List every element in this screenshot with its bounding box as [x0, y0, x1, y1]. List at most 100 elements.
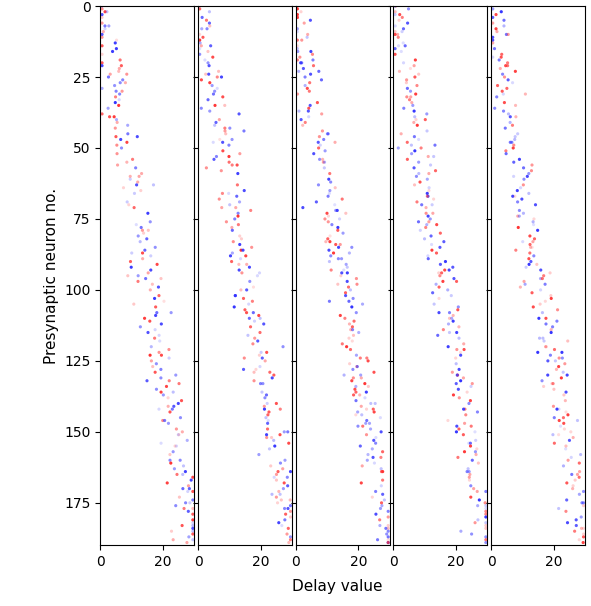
Point: [559, 390, 569, 400]
Point: [480, 498, 490, 508]
Point: [296, 7, 306, 16]
Point: [459, 345, 469, 355]
Point: [224, 141, 233, 150]
Point: [453, 370, 462, 380]
Point: [490, 104, 499, 113]
Point: [318, 155, 327, 164]
Point: [345, 248, 354, 258]
Point: [275, 490, 285, 499]
Point: [574, 458, 584, 468]
Point: [501, 61, 511, 70]
Point: [496, 7, 506, 16]
Point: [539, 271, 548, 281]
Point: [426, 231, 436, 241]
Point: [255, 268, 264, 278]
Point: [527, 160, 537, 170]
Point: [421, 203, 431, 213]
Point: [570, 475, 580, 485]
Point: [293, 24, 302, 33]
Point: [285, 495, 295, 505]
Point: [210, 87, 219, 96]
Point: [394, 33, 403, 42]
Point: [157, 350, 166, 360]
Point: [571, 515, 581, 525]
Point: [362, 404, 371, 414]
Point: [394, 143, 403, 153]
Point: [105, 112, 114, 122]
Point: [197, 24, 206, 33]
Point: [209, 155, 219, 164]
Point: [436, 228, 445, 238]
Point: [149, 180, 158, 190]
Point: [559, 419, 569, 428]
Point: [166, 458, 176, 468]
Point: [481, 532, 491, 542]
Point: [122, 158, 132, 167]
Point: [356, 478, 366, 488]
Point: [351, 410, 361, 420]
Point: [117, 143, 126, 153]
Point: [519, 180, 528, 190]
Point: [351, 396, 361, 405]
Point: [150, 325, 160, 335]
Point: [234, 109, 243, 119]
Point: [505, 138, 515, 147]
Point: [561, 444, 570, 454]
Point: [541, 296, 550, 306]
Point: [269, 370, 278, 380]
Point: [353, 421, 363, 431]
Point: [560, 424, 569, 434]
Point: [342, 259, 351, 269]
Point: [356, 441, 365, 451]
Point: [355, 390, 365, 400]
Point: [263, 410, 272, 420]
Point: [112, 118, 122, 127]
Point: [286, 535, 296, 545]
Point: [278, 464, 287, 474]
Point: [283, 504, 293, 513]
Point: [371, 438, 381, 448]
Point: [347, 302, 356, 312]
Point: [362, 353, 372, 363]
Point: [453, 305, 463, 315]
Point: [242, 285, 251, 295]
Point: [121, 78, 130, 87]
Point: [204, 7, 214, 16]
Point: [570, 527, 579, 536]
Point: [481, 501, 491, 510]
Point: [137, 222, 146, 232]
Point: [453, 453, 463, 462]
Point: [294, 106, 304, 116]
Point: [195, 50, 204, 59]
Point: [399, 24, 408, 33]
Point: [184, 481, 193, 491]
Point: [154, 404, 164, 414]
Point: [515, 155, 524, 164]
Point: [467, 379, 477, 388]
Point: [540, 336, 549, 346]
Point: [574, 490, 584, 499]
Point: [324, 188, 334, 198]
Point: [481, 487, 491, 496]
Point: [298, 121, 307, 130]
Point: [103, 104, 113, 113]
Point: [195, 1, 204, 11]
Point: [438, 276, 447, 286]
Point: [520, 279, 530, 289]
Point: [502, 30, 511, 39]
Point: [456, 376, 465, 385]
Point: [545, 268, 555, 278]
Point: [111, 132, 121, 141]
Point: [493, 81, 502, 90]
Point: [181, 467, 190, 476]
Point: [393, 30, 402, 39]
Point: [274, 487, 284, 496]
Point: [282, 529, 292, 539]
Point: [325, 237, 335, 247]
Point: [554, 404, 564, 414]
Point: [579, 524, 588, 533]
Point: [324, 211, 333, 221]
Point: [410, 106, 419, 116]
Point: [464, 399, 473, 408]
Point: [171, 370, 180, 380]
